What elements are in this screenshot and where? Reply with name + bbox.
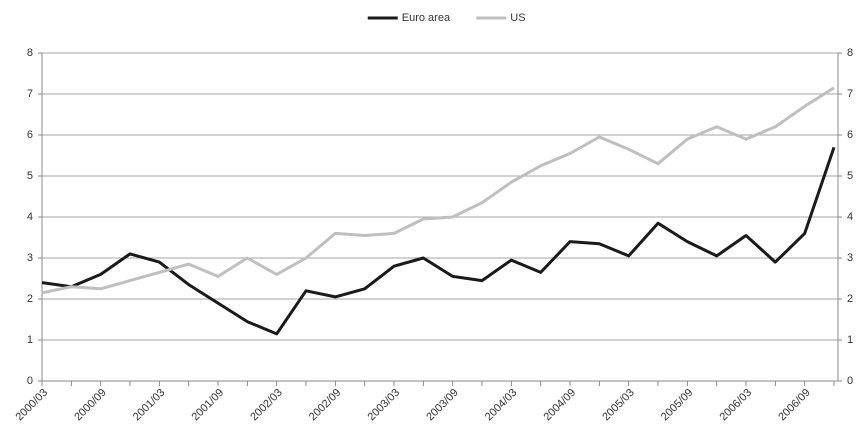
x-tick-label: 2003/03 [366,387,403,424]
x-tick-label: 2005/03 [600,387,637,424]
y-tick-label: 2 [27,293,33,305]
y2-tick-label: 8 [847,47,853,59]
y2-tick-label: 4 [847,211,853,223]
y2-tick-label: 6 [847,129,853,141]
x-tick-label: 2006/03 [718,387,755,424]
y-tick-label: 6 [27,129,33,141]
x-tick-label: 2002/03 [248,387,285,424]
y-tick-label: 4 [27,211,33,223]
y2-tick-label: 0 [847,375,853,387]
x-tick-label: 2001/09 [190,387,227,424]
x-tick-label: 2001/03 [131,387,168,424]
y2-tick-label: 1 [847,334,853,346]
x-tick-label: 2000/09 [72,387,109,424]
x-tick-label: 2002/09 [307,387,344,424]
y-tick-label: 0 [27,375,33,387]
y2-tick-label: 5 [847,170,853,182]
y-tick-label: 5 [27,170,33,182]
x-tick-label: 2006/09 [776,387,813,424]
series-line [41,146,836,336]
y2-tick-label: 2 [847,293,853,305]
x-tick-label: 2005/09 [659,387,696,424]
y-tick-label: 3 [27,252,33,264]
x-tick-label: 2004/09 [542,387,579,424]
y2-tick-label: 3 [847,252,853,264]
series-line [41,86,835,295]
legend-label: Euro area [402,12,451,24]
y-tick-label: 1 [27,334,33,346]
x-tick-label: 2000/03 [14,387,51,424]
legend-label: US [510,12,525,24]
y2-tick-label: 7 [847,88,853,100]
x-tick-label: 2004/03 [483,387,520,424]
y-tick-label: 8 [27,47,33,59]
y-tick-label: 7 [27,88,33,100]
x-tick-label: 2003/09 [424,387,461,424]
